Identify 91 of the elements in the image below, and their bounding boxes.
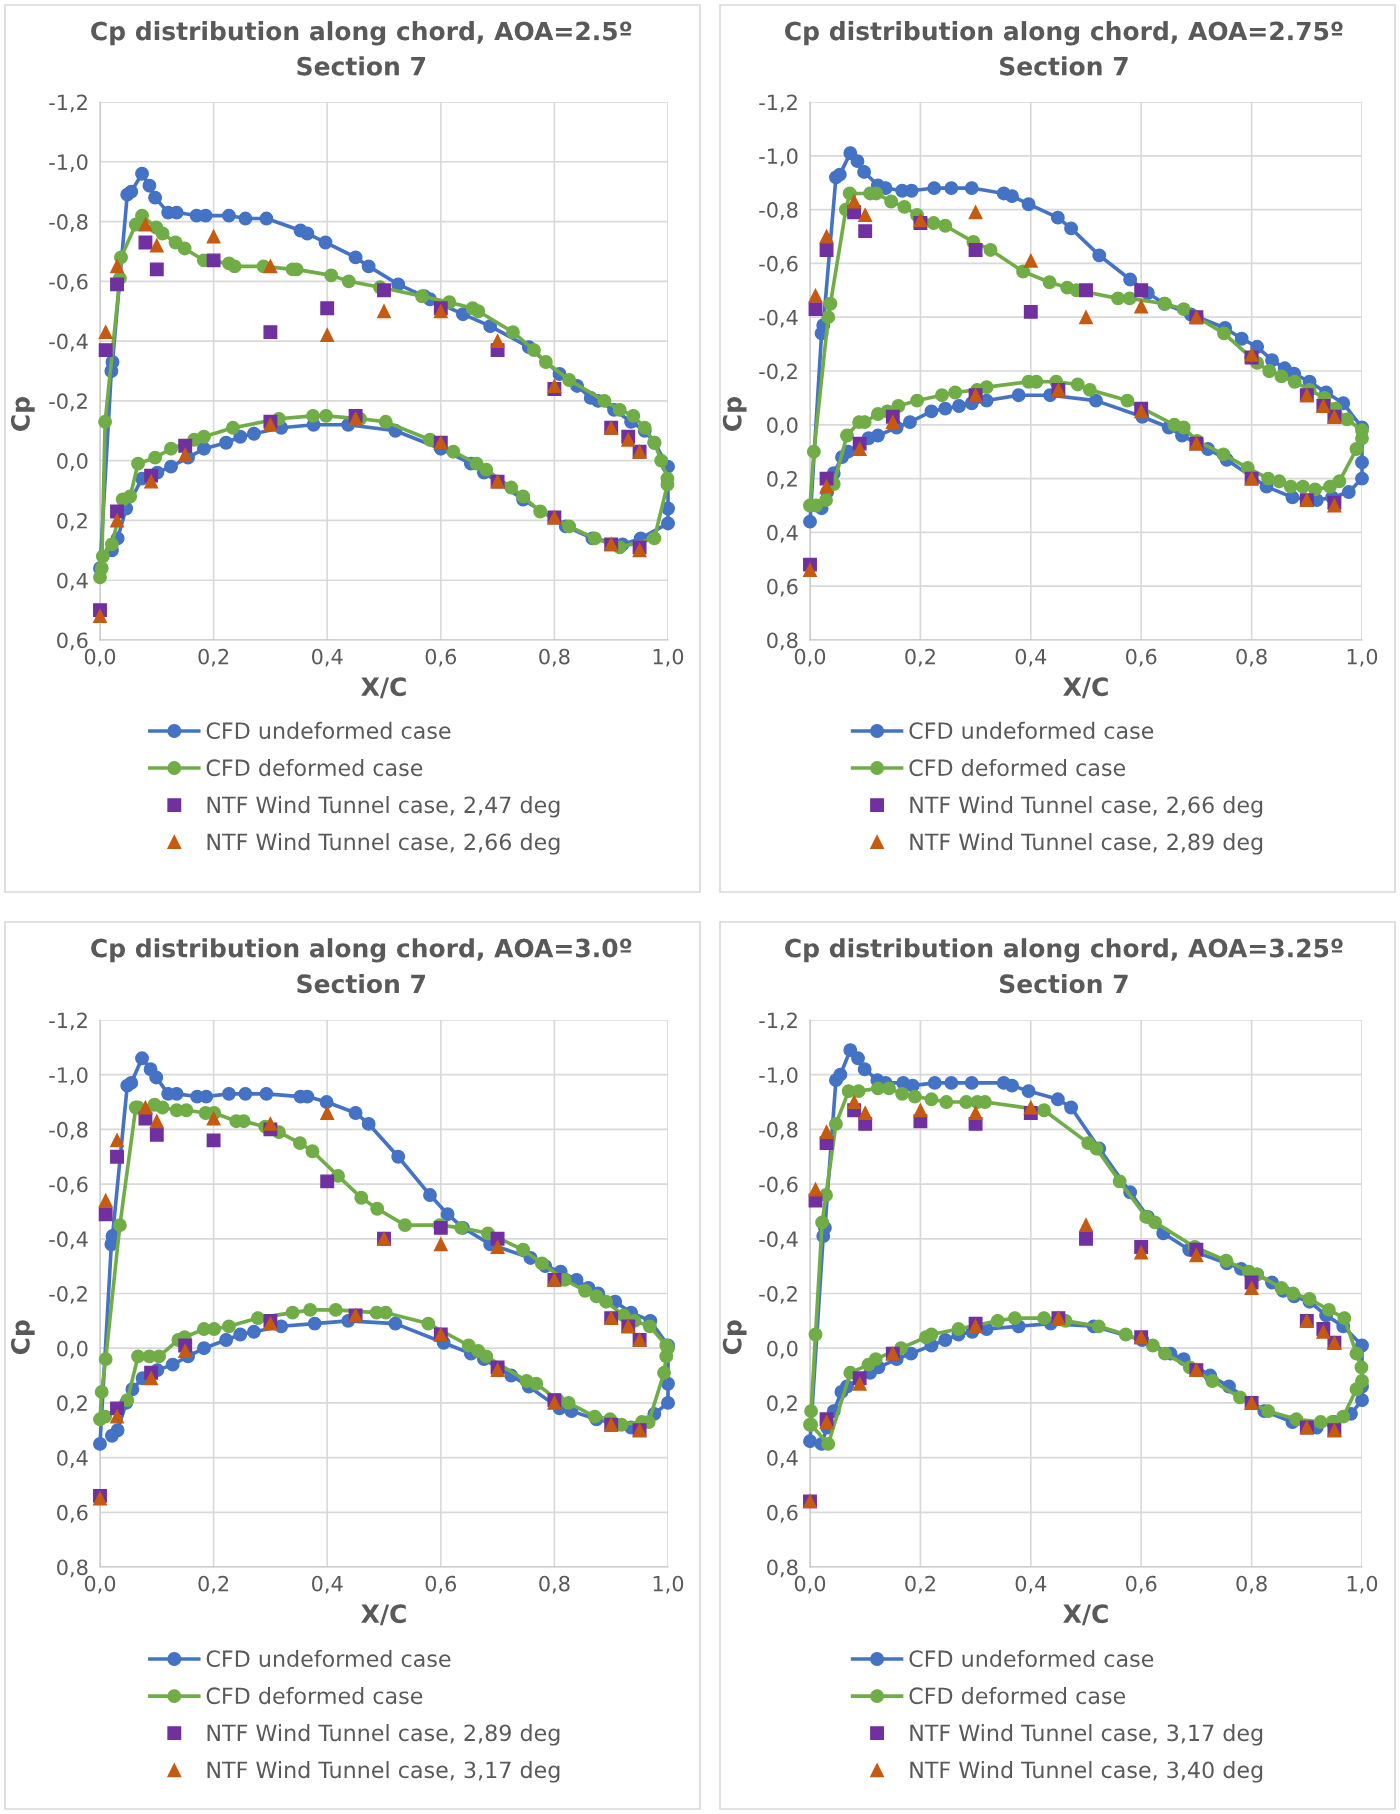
x-tick-label: 1,0 [653,648,684,667]
legend-label: CFD deformed case [909,1686,1126,1705]
y-tick-label: 0,2 [767,471,797,489]
y-tick-label: -0,2 [49,393,87,412]
y-tick-label: -0,2 [759,363,797,382]
legend-label: NTF Wind Tunnel case, 2,89 deg [207,1724,560,1746]
chart-subtitle: Section 7 [1000,973,1128,994]
y-tick-label: -0,4 [759,1231,798,1250]
legend-label: NTF Wind Tunnel case, 3,17 deg [207,1761,560,1783]
x-tick-label: 0,4 [312,648,343,667]
x-tick-label: 0,6 [425,1575,457,1594]
y-tick-label: -0,8 [49,1121,88,1140]
chart-title: Cp distribution along chord, AOA=3.0º [91,938,632,963]
y-tick-label: -0,4 [759,309,798,328]
y-tick-label: -0,2 [49,1285,87,1304]
legend-label: CFD deformed case [909,758,1126,777]
x-axis-title: X/C [1063,1604,1108,1626]
chart-title: Cp distribution along chord, AOA=3.25º [785,938,1343,963]
legend-label: NTF Wind Tunnel case, 3,40 deg [910,1761,1263,1783]
x-tick-label: 0,4 [312,1575,343,1594]
y-tick-label: -1,0 [759,148,798,167]
x-tick-label: 0,8 [539,648,570,667]
y-tick-label: -0,4 [49,333,88,352]
y-axis-title: Cp [722,397,747,431]
y-tick-label: 0,0 [767,417,798,436]
legend-label: CFD undeformed case [206,1649,451,1668]
y-tick-label: -1,2 [759,94,797,113]
chart-title: Cp distribution along chord, AOA=2.75º [785,21,1343,46]
y-tick-label: -0,6 [49,1176,88,1195]
x-tick-label: 0,2 [198,648,229,667]
y-axis-title: Cp [10,397,35,431]
y-tick-label: 0,4 [767,524,798,543]
chart-subtitle: Section 7 [1000,56,1128,76]
legend-label: NTF Wind Tunnel case, 2,47 deg [207,796,560,818]
chart-subtitle: Section 7 [297,56,425,76]
x-tick-label: 0,8 [1236,1575,1267,1594]
y-tick-label: 0,2 [57,512,87,531]
legend-label: NTF Wind Tunnel case, 2,66 deg [207,833,560,855]
y-tick-label: 0,0 [57,1340,88,1359]
x-tick-label: 0,8 [1236,648,1267,667]
legend-label: NTF Wind Tunnel case, 3,17 deg [910,1724,1263,1746]
legend-label: CFD undeformed case [206,721,451,740]
y-tick-label: -1,2 [49,94,87,113]
y-axis-title: Cp [722,1320,747,1355]
legend-label: CFD deformed case [206,758,423,777]
x-tick-label: 0,2 [198,1575,229,1594]
x-tick-label: 0,6 [425,648,457,667]
x-tick-label: 0,6 [1126,1575,1157,1594]
x-tick-label: 0,2 [905,648,935,667]
chart-title: Cp distribution along chord, AOA=2.5º [91,21,632,46]
y-tick-label: 0,6 [767,578,798,597]
y-tick-label: 0,2 [57,1395,87,1414]
y-tick-label: -0,8 [49,214,88,232]
x-axis-title: X/C [361,1604,406,1626]
y-tick-label: -0,8 [759,202,798,220]
y-tick-label: 0,2 [767,1395,797,1414]
legend-label: CFD undeformed case [909,721,1154,740]
y-tick-label: 0,0 [767,1340,798,1359]
legend-label: NTF Wind Tunnel case, 2,89 deg [910,833,1263,855]
x-tick-label: 0,2 [905,1575,935,1594]
y-tick-label: -1,0 [49,1067,88,1086]
x-axis-title: X/C [1063,677,1108,699]
x-tick-label: 1,0 [653,1575,684,1594]
y-tick-label: -0,6 [49,273,88,292]
y-axis-title: Cp [10,1320,35,1355]
y-tick-label: 0,6 [767,1504,798,1523]
x-tick-label: 0,4 [1015,648,1047,667]
y-tick-label: -1,2 [49,1012,87,1031]
x-tick-label: 0,4 [1015,1575,1047,1594]
y-tick-label: -1,0 [49,154,88,173]
y-tick-label: -0,4 [49,1231,88,1250]
legend-label: CFD undeformed case [909,1649,1154,1668]
y-tick-label: 0,6 [57,1504,88,1523]
y-tick-label: 0,0 [57,453,88,471]
y-tick-label: -0,6 [759,1176,798,1195]
legend-label: CFD deformed case [206,1686,423,1705]
legend-label: NTF Wind Tunnel case, 2,66 deg [910,796,1263,818]
x-tick-label: 0,6 [1126,648,1157,667]
x-tick-label: 1,0 [1347,1575,1378,1594]
y-tick-label: -1,0 [759,1067,798,1086]
y-tick-label: -0,2 [759,1285,797,1304]
y-tick-label: 0,4 [767,1450,798,1468]
y-tick-label: -1,2 [759,1012,797,1031]
x-tick-label: 1,0 [1347,648,1378,667]
y-tick-label: -0,8 [759,1121,798,1140]
y-tick-label: 0,4 [57,572,88,591]
x-axis-title: X/C [361,677,406,699]
y-tick-label: 0,4 [57,1450,88,1468]
y-tick-label: -0,6 [759,255,798,274]
chart-subtitle: Section 7 [297,973,425,994]
x-tick-label: 0,8 [539,1575,570,1594]
